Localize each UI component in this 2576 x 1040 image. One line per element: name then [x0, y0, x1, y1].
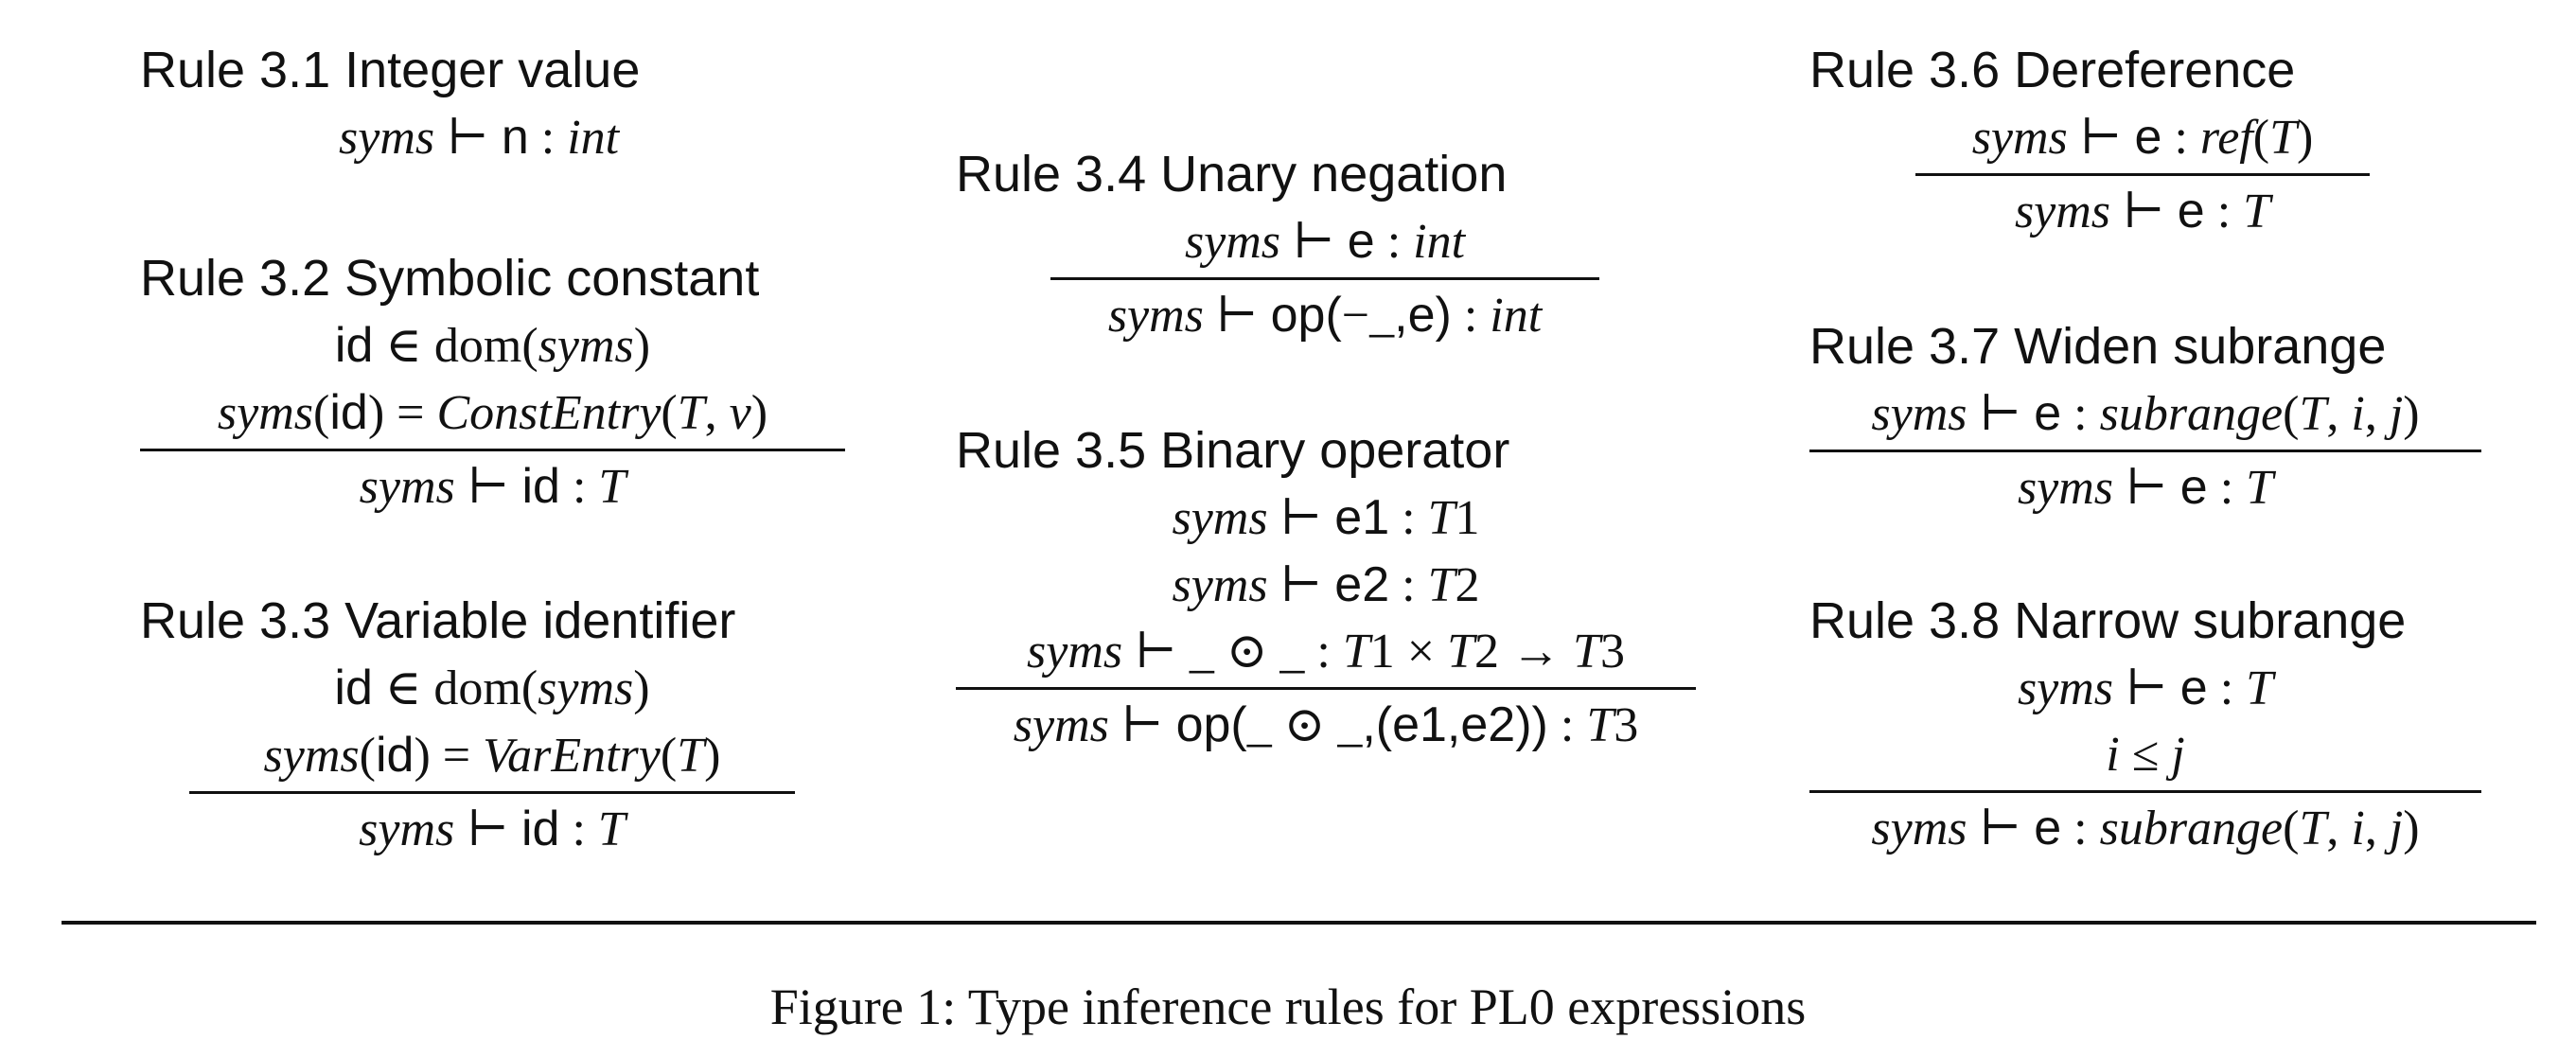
rule-premise: syms ⊢ e : T — [2017, 661, 2274, 715]
inference-bar — [1809, 449, 2481, 452]
inference: syms ⊢ e1 : T1 syms ⊢ e2 : T2 syms ⊢ _ ⊙… — [956, 485, 1696, 759]
inference-bar — [956, 687, 1696, 690]
rule-title: Rule 3.5 Binary operator — [956, 422, 1510, 479]
rule-conclusion: syms ⊢ op(_ ⊙ _,(e1,e2)) : T3 — [1013, 697, 1639, 752]
rule-premise: syms ⊢ e1 : T1 — [1172, 490, 1480, 545]
rule-conclusion: syms ⊢ e : subrange(T, i, j) — [1871, 801, 2420, 855]
rule-3-1: Rule 3.1 Integer value syms ⊢ n : int — [140, 36, 640, 171]
inference: syms ⊢ e : T i ≤ j syms ⊢ e : subrange(T… — [1809, 655, 2481, 862]
rule-premise: id ∈ dom(syms) — [334, 318, 651, 373]
rule-title: Rule 3.6 Dereference — [1809, 42, 2296, 98]
rule-conclusion: syms ⊢ id : T — [359, 459, 626, 514]
rule-title: Rule 3.7 Widen subrange — [1809, 318, 2387, 375]
rule-premise: syms ⊢ _ ⊙ _ : T1 × T2 → T3 — [1027, 625, 1625, 679]
rule-premise: syms(id) = ConstEntry(T, v) — [217, 385, 768, 440]
rule-3-8: Rule 3.8 Narrow subrange syms ⊢ e : T i … — [1809, 587, 2481, 862]
inference-bar — [1809, 790, 2481, 793]
rule-3-3: Rule 3.3 Variable identifier id ∈ dom(sy… — [140, 587, 795, 863]
rule-premise: id ∈ dom(syms) — [334, 661, 650, 715]
inference-bar — [189, 791, 795, 794]
rule-conclusion: syms ⊢ e : T — [2017, 460, 2274, 515]
rule-premise: syms ⊢ e : int — [1184, 214, 1466, 269]
rule-title: Rule 3.3 Variable identifier — [140, 592, 736, 649]
rule-3-4: Rule 3.4 Unary negation syms ⊢ e : int s… — [956, 140, 1599, 349]
rule-3-7: Rule 3.7 Widen subrange syms ⊢ e : subra… — [1809, 312, 2481, 521]
rule-premise: syms ⊢ e : subrange(T, i, j) — [1871, 386, 2420, 441]
rule-3-2: Rule 3.2 Symbolic constant id ∈ dom(syms… — [140, 244, 845, 520]
inference: id ∈ dom(syms) syms(id) = ConstEntry(T, … — [140, 312, 845, 520]
rule-conclusion: syms ⊢ op(−_,e) : int — [1107, 288, 1543, 343]
rule-premise: syms ⊢ e2 : T2 — [1172, 557, 1480, 612]
inference: syms ⊢ n : int — [339, 104, 619, 171]
rule-title: Rule 3.8 Narrow subrange — [1809, 592, 2407, 649]
figure-caption: Figure 1: Type inference rules for PL0 e… — [769, 978, 1807, 1035]
inference-bar — [1915, 173, 2370, 176]
rule-title: Rule 3.2 Symbolic constant — [140, 250, 760, 307]
inference: syms ⊢ e : ref(T) syms ⊢ e : T — [1915, 104, 2370, 245]
rule-title: Rule 3.4 Unary negation — [956, 146, 1508, 203]
rule-premise: syms(id) = VarEntry(T) — [263, 728, 721, 783]
inference-bar — [140, 449, 845, 451]
inference: syms ⊢ e : int syms ⊢ op(−_,e) : int — [1050, 208, 1599, 349]
inference: syms ⊢ e : subrange(T, i, j) syms ⊢ e : … — [1809, 380, 2481, 521]
inference-bar — [1050, 277, 1599, 280]
rule-3-6: Rule 3.6 Dereference syms ⊢ e : ref(T) s… — [1809, 36, 2370, 245]
rule-3-5: Rule 3.5 Binary operator syms ⊢ e1 : T1 … — [956, 416, 1696, 759]
figure-rule-line — [62, 921, 2536, 925]
rule-premise: syms ⊢ e : ref(T) — [1971, 110, 2314, 165]
rule-conclusion: syms ⊢ n : int — [339, 110, 620, 165]
rule-conclusion: syms ⊢ e : T — [2014, 184, 2271, 238]
rule-premise: i ≤ j — [2106, 728, 2185, 782]
rule-conclusion: syms ⊢ id : T — [359, 802, 626, 856]
inference: id ∈ dom(syms) syms(id) = VarEntry(T) sy… — [189, 655, 795, 863]
rule-title: Rule 3.1 Integer value — [140, 42, 641, 98]
